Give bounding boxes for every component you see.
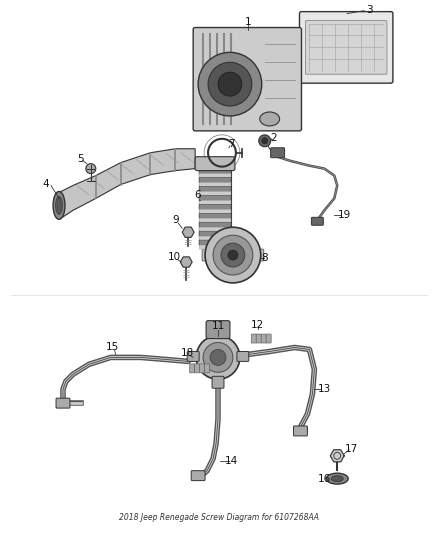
Circle shape <box>198 52 262 116</box>
FancyBboxPatch shape <box>300 12 393 83</box>
Text: 7: 7 <box>228 139 234 149</box>
Text: 16: 16 <box>318 474 331 483</box>
FancyBboxPatch shape <box>237 351 249 361</box>
FancyBboxPatch shape <box>199 213 231 219</box>
Text: 13: 13 <box>318 384 331 394</box>
Text: 11: 11 <box>212 321 225 330</box>
Text: 10: 10 <box>168 252 181 262</box>
FancyBboxPatch shape <box>256 334 261 343</box>
Text: 2018 Jeep Renegade Screw Diagram for 6107268AA: 2018 Jeep Renegade Screw Diagram for 610… <box>119 513 319 522</box>
Circle shape <box>208 62 252 106</box>
Text: 5: 5 <box>78 154 84 164</box>
Text: 6: 6 <box>194 190 201 200</box>
FancyBboxPatch shape <box>266 334 271 343</box>
Text: 12: 12 <box>251 320 265 329</box>
Text: 1: 1 <box>244 17 251 27</box>
FancyBboxPatch shape <box>271 148 285 158</box>
Circle shape <box>218 72 242 96</box>
FancyBboxPatch shape <box>261 334 266 343</box>
FancyBboxPatch shape <box>199 236 231 240</box>
FancyBboxPatch shape <box>199 209 231 213</box>
Text: 18: 18 <box>180 349 194 359</box>
Text: 8: 8 <box>261 253 268 263</box>
Ellipse shape <box>260 112 279 126</box>
Polygon shape <box>59 149 195 219</box>
FancyBboxPatch shape <box>206 321 230 338</box>
Circle shape <box>259 135 271 147</box>
Text: 19: 19 <box>338 211 351 220</box>
FancyBboxPatch shape <box>199 231 231 236</box>
FancyBboxPatch shape <box>199 240 231 245</box>
Text: 17: 17 <box>345 444 358 454</box>
Circle shape <box>210 350 226 365</box>
FancyBboxPatch shape <box>190 364 194 373</box>
FancyBboxPatch shape <box>56 398 70 408</box>
FancyBboxPatch shape <box>202 249 264 261</box>
FancyBboxPatch shape <box>293 426 307 436</box>
FancyBboxPatch shape <box>205 364 209 373</box>
FancyBboxPatch shape <box>194 364 200 373</box>
Polygon shape <box>330 450 344 462</box>
Polygon shape <box>180 257 192 267</box>
Text: 4: 4 <box>43 179 49 189</box>
Text: 3: 3 <box>366 5 372 14</box>
FancyBboxPatch shape <box>199 204 231 209</box>
Ellipse shape <box>53 191 65 219</box>
Text: 14: 14 <box>225 456 239 466</box>
Circle shape <box>196 336 240 379</box>
Text: 15: 15 <box>106 343 119 352</box>
FancyBboxPatch shape <box>199 227 231 231</box>
Ellipse shape <box>331 475 343 482</box>
Circle shape <box>221 243 245 267</box>
FancyBboxPatch shape <box>199 174 231 177</box>
Polygon shape <box>182 227 194 237</box>
Circle shape <box>213 235 253 275</box>
Ellipse shape <box>326 473 348 484</box>
FancyBboxPatch shape <box>199 196 231 200</box>
FancyBboxPatch shape <box>305 21 387 74</box>
Circle shape <box>262 138 268 144</box>
FancyBboxPatch shape <box>199 219 231 222</box>
FancyBboxPatch shape <box>199 245 231 249</box>
FancyBboxPatch shape <box>191 471 205 481</box>
FancyBboxPatch shape <box>199 182 231 187</box>
Circle shape <box>228 250 238 260</box>
FancyBboxPatch shape <box>251 334 256 343</box>
FancyBboxPatch shape <box>195 157 235 171</box>
FancyBboxPatch shape <box>199 200 231 204</box>
FancyBboxPatch shape <box>212 376 224 388</box>
FancyBboxPatch shape <box>199 187 231 191</box>
FancyBboxPatch shape <box>199 222 231 227</box>
FancyBboxPatch shape <box>199 191 231 196</box>
Text: 9: 9 <box>172 215 179 225</box>
FancyBboxPatch shape <box>311 217 323 225</box>
FancyBboxPatch shape <box>200 364 205 373</box>
Circle shape <box>203 343 233 373</box>
FancyBboxPatch shape <box>199 177 231 182</box>
Text: 2: 2 <box>270 133 277 143</box>
FancyBboxPatch shape <box>199 168 231 174</box>
Ellipse shape <box>56 197 63 214</box>
Circle shape <box>205 227 261 283</box>
FancyBboxPatch shape <box>187 351 199 361</box>
Circle shape <box>86 164 96 174</box>
FancyBboxPatch shape <box>193 28 301 131</box>
